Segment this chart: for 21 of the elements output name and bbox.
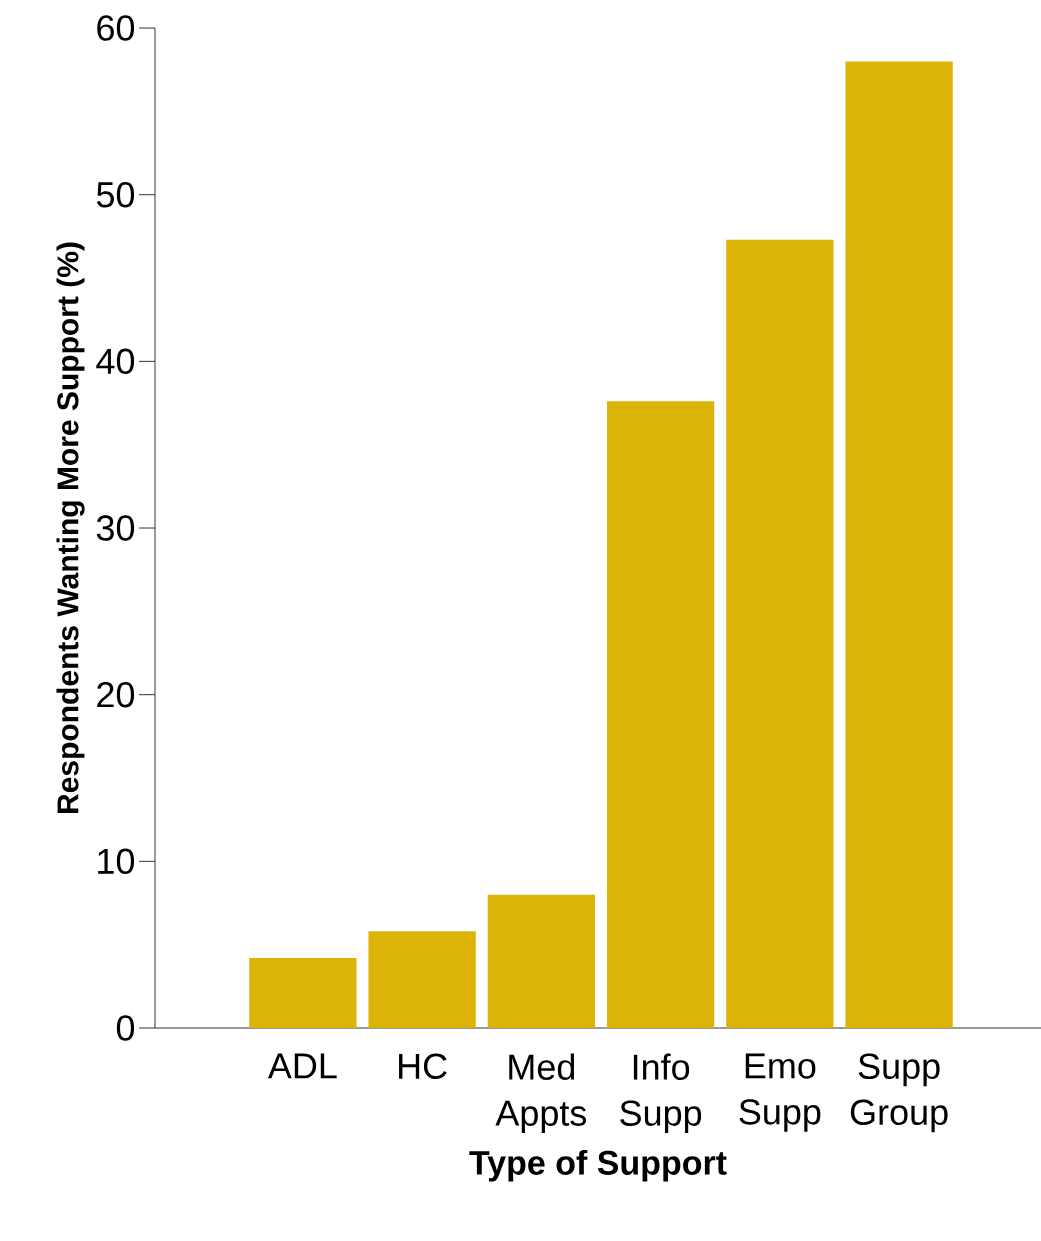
y-axis-title: Respondents Wanting More Support (%): [56, 242, 85, 813]
y-tick-label: 60: [97, 15, 135, 41]
x-axis-title: Type of Support: [469, 1149, 727, 1182]
x-tick-label: Med Appts: [495, 1053, 587, 1134]
y-tick-label: 20: [97, 681, 135, 708]
bar: [606, 401, 715, 1028]
y-tick-label: 0: [116, 1015, 135, 1041]
bar: [368, 931, 476, 1028]
y-tick-label: 40: [96, 348, 135, 375]
x-tick-label: HC: [399, 1053, 447, 1080]
x-tick-label: Info Supp: [620, 1053, 702, 1134]
x-tick-label: Supp Group: [850, 1053, 948, 1133]
x-tick-label: Emo Supp: [739, 1053, 821, 1132]
bar: [249, 958, 357, 1028]
y-tick-label: 10: [98, 848, 135, 875]
bar: [726, 239, 834, 1028]
y-tick-label: 50: [96, 181, 135, 208]
y-tick-label: 30: [96, 515, 135, 541]
bar: [845, 61, 953, 1028]
bar: [487, 894, 596, 1028]
x-tick-label: ADL: [267, 1053, 337, 1079]
